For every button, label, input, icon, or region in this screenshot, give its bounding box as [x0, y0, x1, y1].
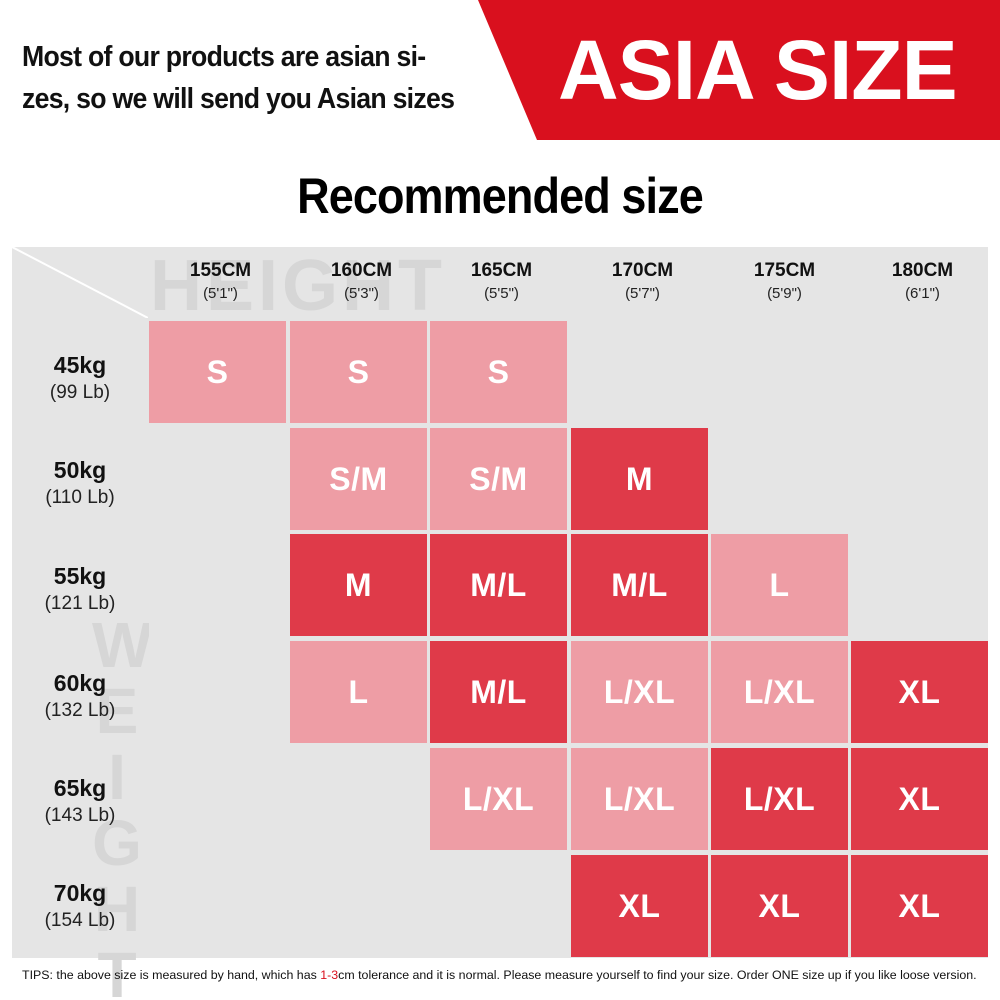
height-column-header: 180CM (6'1") [852, 258, 993, 304]
size-cell: S/M [430, 428, 567, 530]
size-cell: S [430, 321, 567, 423]
height-column-header: 170CM (5'7") [572, 258, 713, 304]
weight-kg-label: 65kg [53, 775, 107, 801]
height-ft-label: (5'9") [767, 285, 802, 302]
empty-size-cell [430, 855, 567, 957]
size-cell: XL [851, 748, 988, 850]
size-cell: L/XL [711, 748, 848, 850]
size-cell: XL [571, 855, 708, 957]
height-column-header: 165CM (5'5") [431, 258, 572, 304]
size-cell: S/M [290, 428, 427, 530]
weight-row-header: 60kg (132 Lb) [12, 668, 148, 724]
empty-size-cell [851, 321, 988, 423]
size-cell: M [290, 534, 427, 636]
empty-size-cell [851, 534, 988, 636]
height-ft-label: (5'1") [203, 285, 238, 302]
size-cell: L/XL [711, 641, 848, 743]
height-cm-label: 170CM [611, 260, 674, 281]
height-cm-label: 180CM [891, 260, 954, 281]
tips-text-before: TIPS: the above size is measured by hand… [22, 968, 321, 982]
weight-lb-label: (143 Lb) [44, 805, 116, 826]
size-cell: S [149, 321, 286, 423]
height-ft-label: (5'3") [344, 285, 379, 302]
empty-size-cell [149, 748, 286, 850]
tips-note: TIPS: the above size is measured by hand… [22, 966, 1000, 984]
weight-kg-label: 50kg [53, 457, 107, 483]
height-ft-label: (6'1") [905, 285, 940, 302]
empty-size-cell [711, 428, 848, 530]
height-cm-label: 160CM [330, 260, 393, 281]
weight-lb-label: (99 Lb) [49, 382, 111, 403]
size-cell: XL [711, 855, 848, 957]
height-ft-label: (5'5") [484, 285, 519, 302]
size-cell: S [290, 321, 427, 423]
height-cm-label: 165CM [470, 260, 533, 281]
size-cell: M/L [430, 641, 567, 743]
weight-row-header: 65kg (143 Lb) [12, 773, 148, 829]
weight-lb-label: (110 Lb) [45, 487, 115, 508]
height-ft-label: (5'7") [625, 285, 660, 302]
weight-lb-label: (154 Lb) [44, 910, 116, 931]
size-cell: XL [851, 855, 988, 957]
asia-size-title: ASIA SIZE [558, 23, 958, 117]
page-title: Recommended size [297, 168, 704, 224]
weight-watermark: WEIGHT [92, 609, 153, 1000]
empty-size-cell [571, 321, 708, 423]
weight-row-header: 55kg (121 Lb) [12, 561, 148, 617]
height-cm-label: 155CM [189, 260, 252, 281]
corner-diagonal-divider [12, 247, 148, 318]
size-cell: L/XL [430, 748, 567, 850]
empty-size-cell [149, 428, 286, 530]
weight-kg-label: 45kg [53, 352, 107, 378]
empty-size-cell [149, 855, 286, 957]
empty-size-cell [290, 855, 427, 957]
asian-size-notice: Most of our products are asian si- zes, … [22, 36, 482, 120]
size-cell: L/XL [571, 641, 708, 743]
size-cell: M/L [430, 534, 567, 636]
empty-size-cell [149, 534, 286, 636]
tips-text-after: cm tolerance and it is normal. Please me… [338, 968, 977, 982]
size-cell: M [571, 428, 708, 530]
size-cell: M/L [571, 534, 708, 636]
height-watermark: HEIGHT [150, 246, 447, 326]
asia-size-banner-background [478, 0, 1000, 140]
weight-kg-label: 60kg [53, 670, 107, 696]
size-cell: L [711, 534, 848, 636]
empty-size-cell [149, 641, 286, 743]
weight-kg-label: 55kg [53, 563, 107, 589]
size-cell: L [290, 641, 427, 743]
weight-row-header: 70kg (154 Lb) [12, 878, 148, 934]
weight-kg-label: 70kg [53, 880, 107, 906]
weight-lb-label: (132 Lb) [44, 700, 116, 721]
notice-line-1: Most of our products are asian si- [22, 41, 426, 73]
weight-row-header: 50kg (110 Lb) [12, 455, 148, 511]
height-column-header: 160CM (5'3") [291, 258, 432, 304]
height-column-header: 175CM (5'9") [714, 258, 855, 304]
empty-size-cell [851, 428, 988, 530]
empty-size-cell [290, 748, 427, 850]
size-cell: L/XL [571, 748, 708, 850]
weight-lb-label: (121 Lb) [44, 593, 116, 614]
empty-size-cell [711, 321, 848, 423]
notice-line-2: zes, so we will send you Asian sizes [22, 83, 455, 115]
weight-row-header: 45kg (99 Lb) [12, 350, 148, 406]
height-cm-label: 175CM [753, 260, 816, 281]
tips-tolerance-highlight: 1-3 [320, 968, 339, 982]
height-column-header: 155CM (5'1") [150, 258, 291, 304]
size-cell: XL [851, 641, 988, 743]
